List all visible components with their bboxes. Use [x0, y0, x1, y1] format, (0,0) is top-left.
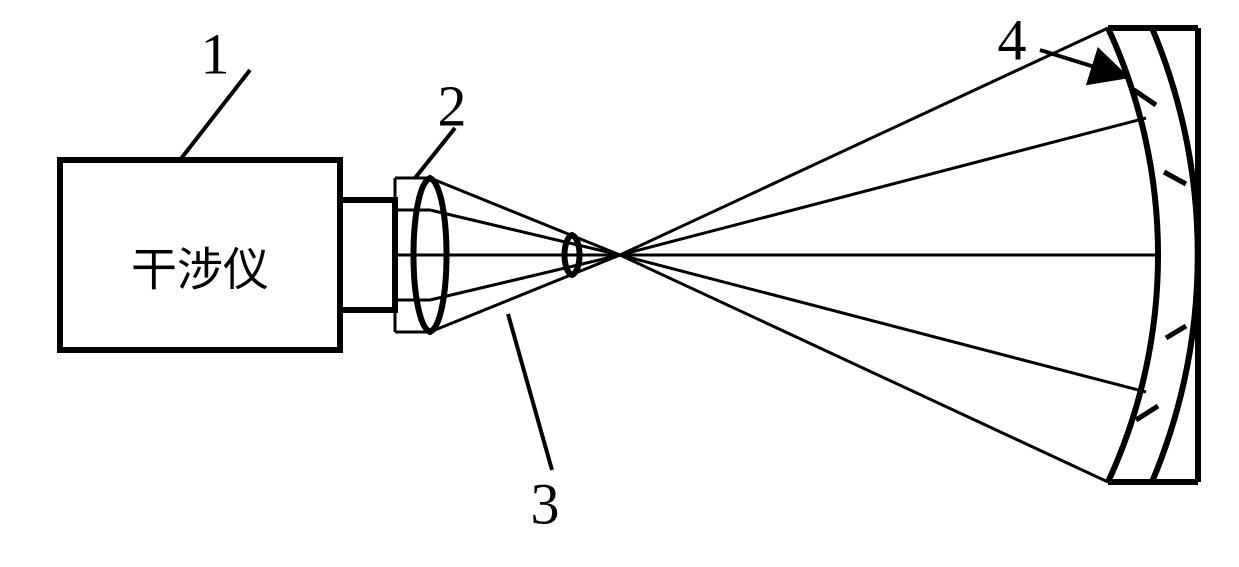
leader-line [508, 314, 552, 470]
label-1: 1 [201, 21, 230, 86]
ray [620, 255, 1146, 392]
ray [620, 255, 1108, 482]
interferometer-label: 干涉仪 [131, 245, 269, 296]
ray [620, 28, 1108, 255]
ray [620, 118, 1146, 255]
hatch-tick [1136, 406, 1158, 420]
label-4: 4 [998, 7, 1027, 72]
hatch-tick [1164, 172, 1186, 184]
label-3: 3 [531, 471, 560, 536]
label-2: 2 [438, 73, 467, 138]
hatch-tick [1166, 326, 1186, 338]
interferometer-port [340, 200, 395, 310]
